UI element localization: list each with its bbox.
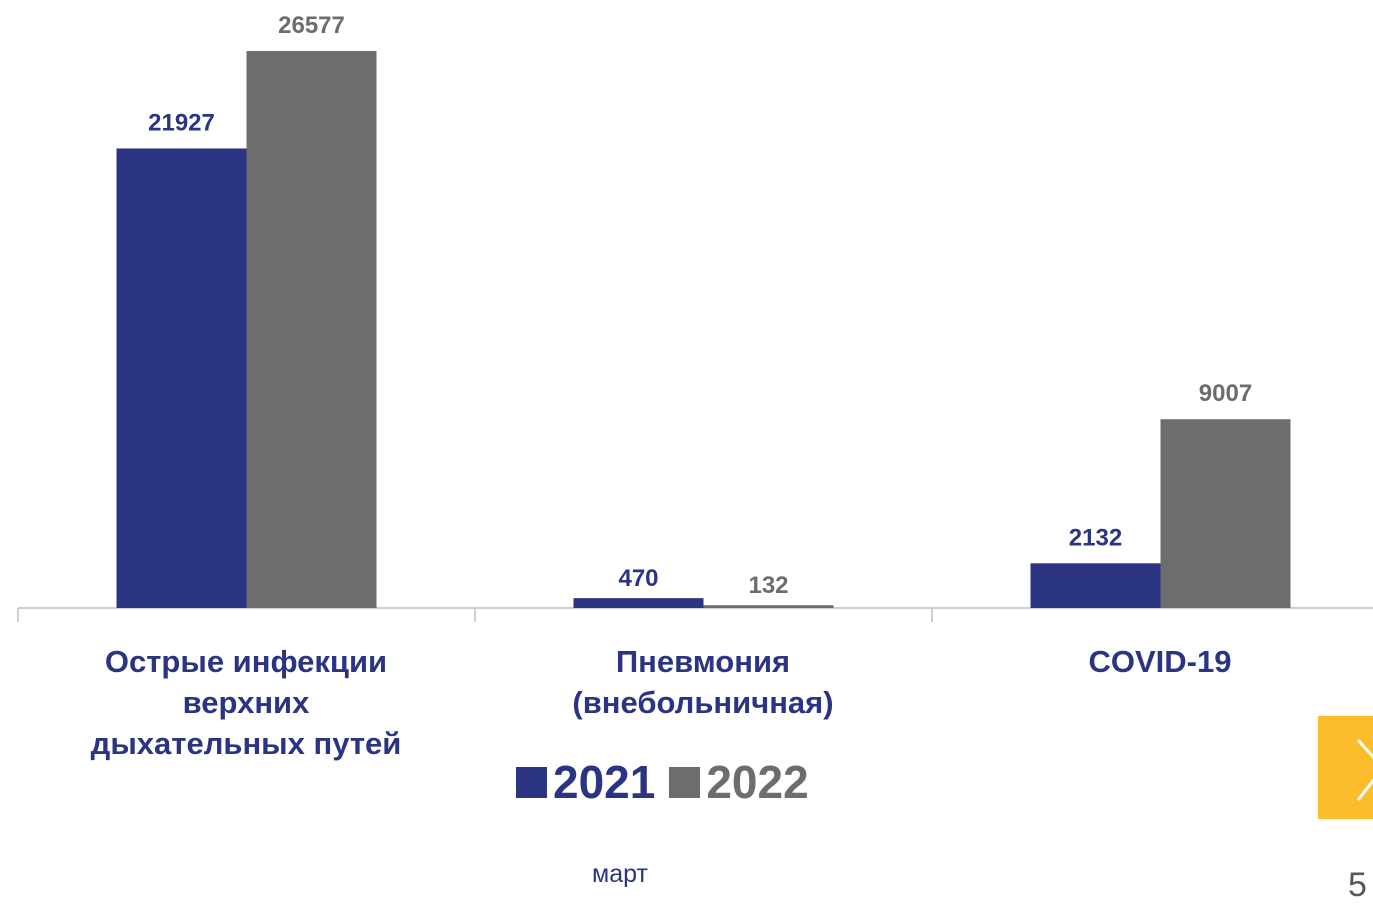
legend-swatch-2021	[516, 766, 547, 798]
data-label-2022-cat-1: 132	[748, 572, 788, 599]
page-number: 5	[1348, 866, 1367, 904]
x-axis-ticks	[17, 608, 933, 622]
bar-2021-cat-1	[573, 598, 704, 608]
bar-2022-cat-2	[1160, 419, 1291, 608]
category-label-pneumonia: Пневмония (внебольничная)	[572, 644, 834, 720]
x-axis-label: март	[592, 860, 648, 888]
data-label-2021-cat-2: 2132	[1069, 524, 1122, 551]
data-label-2022-cat-0: 26577	[278, 12, 345, 39]
category-label-covid: COVID-19	[1088, 644, 1232, 679]
data-label-2022-cat-2: 9007	[1199, 380, 1252, 407]
data-labels: 21927 26577 470 132 2132 9007	[148, 12, 1252, 599]
legend-swatch-2022	[669, 766, 701, 798]
legend-label-2021: 2021	[553, 756, 656, 808]
data-label-2021-cat-0: 21927	[148, 109, 215, 136]
next-slide-button[interactable]	[1318, 716, 1373, 819]
bar-2021-cat-2	[1030, 563, 1161, 608]
category-label-acute-respiratory: Острые инфекции верхних дыхательных путе…	[90, 644, 402, 761]
bar-2022-cat-0	[246, 51, 377, 608]
legend: 2021 2022	[516, 752, 823, 812]
data-label-2021-cat-1: 470	[618, 565, 658, 592]
bar-2022-cat-1	[703, 605, 834, 608]
legend-item-2022: 2022	[669, 755, 809, 809]
bar-2021-cat-0	[116, 148, 247, 608]
chevron-right-icon	[1356, 739, 1373, 801]
legend-label-2022: 2022	[706, 756, 809, 808]
bars	[116, 51, 1291, 608]
legend-item-2021: 2021	[516, 755, 655, 809]
